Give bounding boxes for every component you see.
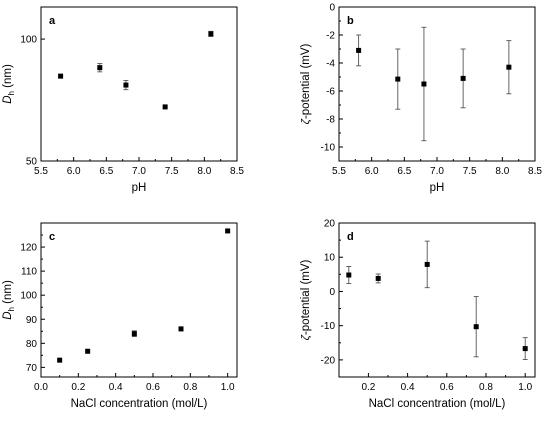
data-point bbox=[346, 272, 352, 278]
x-tick-label: 6.0 bbox=[67, 166, 81, 177]
data-point bbox=[97, 65, 103, 71]
x-axis-label: pH bbox=[430, 182, 445, 194]
x-tick-label: 0.6 bbox=[440, 382, 454, 393]
x-tick-label: 0.8 bbox=[479, 382, 493, 393]
x-tick-label: 1.0 bbox=[518, 382, 532, 393]
data-point bbox=[162, 104, 168, 110]
x-tick-label: 1.0 bbox=[221, 382, 235, 393]
y-axis-unit: (nm) bbox=[2, 64, 14, 91]
x-tick-label: 8.0 bbox=[197, 166, 211, 177]
y-axis-label: ζ-potential (mV) bbox=[300, 43, 312, 124]
panel-letter: d bbox=[347, 231, 354, 243]
y-axis-symbol: D bbox=[2, 95, 14, 103]
y-tick-label: 10 bbox=[324, 253, 336, 264]
y-axis-subscript: h bbox=[7, 91, 16, 95]
x-tick-label: 6.0 bbox=[365, 166, 379, 177]
plot-frame bbox=[40, 6, 238, 162]
panel-c: c 0.0 0.2 0.4 0.6 0.8 1.0 70 80 90 100 110 120 NaCl c… bbox=[2, 222, 238, 410]
y-axis-unit: -potential (mV) bbox=[300, 43, 312, 119]
y-tick-label: 90 bbox=[26, 315, 38, 326]
y-tick-label: -10 bbox=[321, 143, 336, 154]
data-point bbox=[522, 346, 528, 352]
y-tick-label: 120 bbox=[20, 243, 37, 254]
data-point bbox=[57, 357, 63, 363]
y-axis-label: Dh (nm) bbox=[2, 280, 16, 320]
y-tick-label: -6 bbox=[326, 87, 335, 98]
x-tick-label: 0.2 bbox=[361, 382, 375, 393]
x-tick-label: 5.5 bbox=[34, 166, 48, 177]
y-tick-label: 100 bbox=[20, 35, 37, 46]
x-tick-label: 8.0 bbox=[495, 166, 509, 177]
panel-d: d 0.2 0.4 0.6 0.8 1.0 20 10 0 -10 -20 NaCl concentr… bbox=[300, 219, 536, 410]
panel-letter: a bbox=[49, 15, 56, 27]
x-tick-label: 0.4 bbox=[109, 382, 123, 393]
x-axis-label: pH bbox=[132, 182, 147, 194]
y-tick-label: -20 bbox=[321, 355, 336, 366]
y-tick-label: 80 bbox=[26, 339, 38, 350]
x-tick-label: 0.4 bbox=[401, 382, 415, 393]
y-tick-label: -2 bbox=[326, 31, 335, 42]
y-axis-symbol: ζ bbox=[300, 118, 312, 124]
x-axis-label: NaCl concentration (mol/L) bbox=[71, 398, 208, 410]
y-axis-label: ζ-potential (mV) bbox=[300, 259, 312, 340]
data-point bbox=[421, 81, 427, 87]
x-tick-label: 6.5 bbox=[99, 166, 113, 177]
data-point bbox=[208, 31, 214, 37]
y-tick-label: 110 bbox=[21, 267, 37, 278]
x-tick-label: 0.0 bbox=[34, 382, 48, 393]
y-axis-subscript: h bbox=[7, 307, 16, 311]
panel-b: b 5.5 6.0 6.5 7.0 7.5 8.0 8.5 0 -2 -4 -6 -8 -10 pH ζ-po… bbox=[300, 3, 542, 195]
y-axis-unit: -potential (mV) bbox=[300, 259, 312, 335]
data-point bbox=[473, 324, 479, 330]
data-point bbox=[178, 326, 184, 332]
x-tick-label: 7.0 bbox=[132, 166, 146, 177]
data-point bbox=[131, 331, 137, 337]
plot-frame bbox=[40, 222, 238, 378]
data-point bbox=[506, 64, 512, 70]
y-axis-unit: (nm) bbox=[2, 280, 14, 307]
panel-letter: b bbox=[347, 15, 354, 27]
y-axis-label: Dh (nm) bbox=[2, 64, 16, 104]
plot-frame bbox=[338, 222, 536, 378]
data-point bbox=[123, 82, 129, 88]
y-tick-label: 0 bbox=[329, 3, 335, 14]
data-point bbox=[375, 275, 381, 281]
y-axis-symbol: D bbox=[2, 311, 14, 319]
x-tick-label: 6.5 bbox=[397, 166, 411, 177]
plot-frame bbox=[338, 6, 536, 162]
y-tick-label: -4 bbox=[326, 59, 335, 70]
x-tick-label: 0.6 bbox=[146, 382, 160, 393]
x-tick-label: 7.5 bbox=[165, 166, 179, 177]
data-point bbox=[424, 261, 430, 267]
panel-a: a 5.5 6.0 6.5 7.0 7.5 8.0 8.5 50 100 pH Dh (nm) bbox=[2, 6, 244, 194]
y-tick-label: -10 bbox=[321, 321, 336, 332]
panel-letter: c bbox=[49, 231, 55, 243]
x-tick-label: 0.8 bbox=[183, 382, 197, 393]
x-tick-label: 7.0 bbox=[430, 166, 444, 177]
y-tick-label: 100 bbox=[20, 291, 37, 302]
data-point bbox=[85, 348, 91, 354]
y-axis-symbol: ζ bbox=[300, 334, 312, 340]
data-point bbox=[225, 228, 231, 234]
x-tick-label: 7.5 bbox=[463, 166, 477, 177]
x-axis-label: NaCl concentration (mol/L) bbox=[369, 398, 506, 410]
x-tick-label: 8.5 bbox=[528, 166, 542, 177]
y-tick-label: 0 bbox=[329, 287, 335, 298]
x-tick-label: 8.5 bbox=[230, 166, 244, 177]
data-point bbox=[356, 47, 362, 53]
x-tick-label: 5.5 bbox=[332, 166, 346, 177]
y-tick-label: -8 bbox=[326, 115, 335, 126]
data-point bbox=[460, 75, 466, 81]
y-tick-label: 20 bbox=[324, 219, 336, 230]
data-point bbox=[58, 73, 64, 79]
x-tick-label: 0.2 bbox=[71, 382, 85, 393]
data-point bbox=[395, 76, 401, 82]
y-tick-label: 70 bbox=[26, 363, 38, 374]
y-tick-label: 50 bbox=[26, 157, 38, 168]
